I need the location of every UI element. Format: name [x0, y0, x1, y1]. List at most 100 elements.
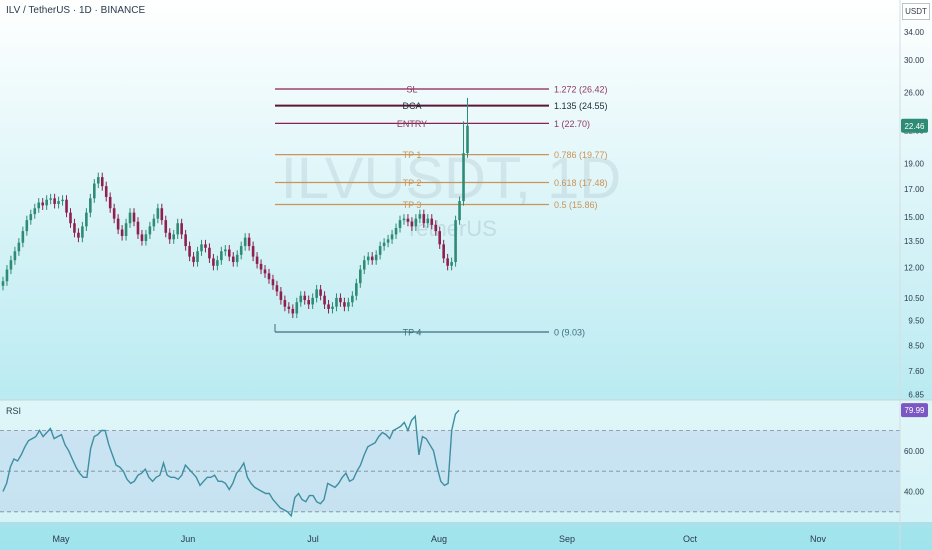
price-tick-label: 19.00: [904, 160, 925, 169]
candle-body: [255, 256, 259, 264]
candle-body: [9, 260, 13, 270]
candle-body: [128, 212, 132, 224]
candle-body: [458, 201, 461, 221]
candle-body: [279, 291, 283, 301]
candle: [402, 214, 406, 225]
fib-ratio-label: 0.5 (15.86): [554, 200, 598, 210]
candle-body: [410, 221, 414, 227]
currency-unit-button[interactable]: USDT: [902, 3, 930, 20]
candle: [378, 241, 382, 260]
candle: [422, 209, 426, 228]
symbol-title[interactable]: ILV / TetherUS · 1D · BINANCE: [6, 5, 146, 16]
candle: [227, 245, 231, 262]
candle: [164, 215, 168, 238]
candle: [172, 229, 176, 244]
fib-ratio-label: 0.618 (17.48): [554, 178, 608, 188]
candle-body: [434, 224, 438, 232]
candle-body: [374, 254, 378, 261]
candle: [299, 291, 303, 307]
candle: [311, 293, 314, 309]
time-tick-label: Aug: [431, 534, 447, 544]
fib-level-dca[interactable]: DCA 1.135 (24.55): [275, 101, 608, 112]
time-tick-label: Oct: [683, 534, 698, 544]
candle: [144, 229, 148, 246]
candle-body: [200, 244, 203, 252]
candle-body: [156, 208, 160, 219]
candle-body: [303, 295, 307, 301]
candle: [462, 121, 465, 206]
candle-body: [359, 269, 362, 284]
candle-body: [271, 279, 275, 286]
candle-body: [100, 177, 104, 187]
candle: [136, 217, 140, 239]
candle-body: [25, 220, 29, 232]
fib-level-name: DCA: [402, 101, 421, 111]
candle-body: [319, 289, 322, 296]
candle-body: [220, 251, 223, 261]
candle: [231, 252, 235, 267]
fibonacci-levels[interactable]: SL 1.272 (26.42) DCA 1.135 (24.55) ENTRY 1 (2…: [274, 84, 608, 338]
candle: [184, 229, 187, 251]
candle: [93, 179, 96, 203]
candle: [406, 214, 410, 227]
candle-body: [124, 223, 128, 237]
candle: [366, 252, 370, 265]
fib-level-sl[interactable]: SL 1.272 (26.42): [275, 84, 608, 95]
rsi-series: [2, 409, 460, 518]
candle: [180, 218, 183, 239]
candle: [243, 233, 247, 251]
candle: [45, 195, 48, 210]
candle: [370, 252, 374, 265]
time-tick-label: May: [52, 534, 70, 544]
candle: [458, 196, 461, 225]
candle-body: [251, 246, 255, 257]
fib-ratio-label: 1 (22.70): [554, 119, 590, 129]
candle: [13, 246, 17, 265]
rsi-indicator-title[interactable]: RSI: [6, 406, 22, 416]
candle-body: [73, 223, 76, 233]
candle-body: [152, 218, 156, 227]
candle: [450, 257, 453, 271]
candle-body: [61, 199, 64, 202]
candle: [168, 228, 172, 244]
time-tick-label: Sep: [559, 534, 575, 544]
candle: [239, 241, 243, 260]
candle: [25, 215, 29, 236]
fib-ratio-label: 0.786 (19.77): [554, 150, 608, 160]
candle: [100, 172, 104, 191]
candle: [398, 215, 402, 233]
candle: [1, 276, 5, 291]
candle-body: [466, 125, 469, 154]
candle-body: [104, 186, 108, 197]
candle-body: [378, 246, 382, 255]
fib-level-tp1[interactable]: TP 1 0.786 (19.77): [275, 150, 608, 161]
candle-body: [108, 196, 112, 209]
candle: [267, 268, 271, 284]
candle: [17, 238, 21, 256]
fib-level-tp3[interactable]: TP 3 0.5 (15.86): [275, 200, 598, 211]
candle-body: [335, 297, 338, 307]
rsi-panel[interactable]: [0, 399, 932, 522]
fib-level-tp2[interactable]: TP 2 0.618 (17.48): [275, 177, 608, 188]
candle: [212, 253, 215, 271]
candle-body: [299, 295, 303, 303]
candle: [73, 218, 76, 238]
candle-body: [418, 214, 422, 219]
fib-level-entry[interactable]: ENTRY 1 (22.70): [275, 118, 590, 129]
watermark-symbol: ILVUSDT, 1D: [281, 146, 622, 211]
candle-body: [343, 302, 346, 307]
candle: [196, 246, 199, 267]
candle: [382, 238, 386, 251]
candle: [247, 233, 251, 251]
candle: [57, 196, 60, 209]
fib-level-tp4[interactable]: TP 4 0 (9.03): [275, 327, 585, 338]
candle: [112, 203, 116, 224]
candle: [65, 195, 68, 218]
candle: [188, 241, 191, 262]
candle-body: [29, 214, 33, 221]
candle-body: [196, 251, 199, 263]
candle-body: [93, 183, 96, 199]
candle: [418, 209, 422, 224]
